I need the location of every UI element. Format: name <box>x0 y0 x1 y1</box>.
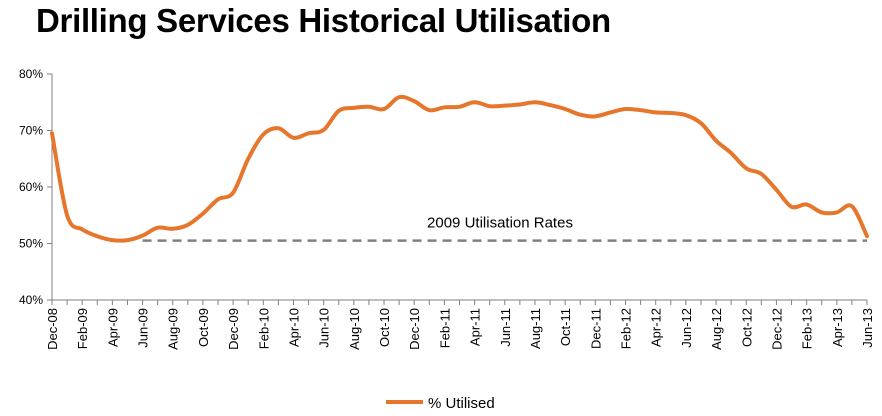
x-tick-label: Oct-10 <box>377 308 392 347</box>
x-tick-label: Jun-09 <box>136 308 151 348</box>
x-tick-label: Jun-11 <box>498 308 513 347</box>
x-tick-label: Jun-12 <box>679 308 694 348</box>
x-tick-label: Aug-11 <box>528 308 543 349</box>
x-tick-label: Apr-09 <box>105 308 120 347</box>
legend-label: % Utilised <box>428 395 495 412</box>
x-tick-label: Feb-09 <box>75 308 90 349</box>
x-tick-label: Apr-12 <box>649 308 664 347</box>
y-tick-label: 70% <box>19 124 43 138</box>
reference-line-group: 2009 Utilisation Rates <box>142 215 867 242</box>
series-group <box>50 94 869 243</box>
x-tick-label: Jun-13 <box>860 308 875 348</box>
x-tick-label: Dec-09 <box>226 308 241 350</box>
x-tick-label: Apr-10 <box>286 308 301 347</box>
x-tick-label: Aug-12 <box>709 308 724 350</box>
x-tick-label: Feb-10 <box>256 308 271 349</box>
x-tick-label: Feb-11 <box>437 308 452 348</box>
legend: % Utilised <box>386 395 495 412</box>
x-tick-label: Oct-11 <box>558 308 573 346</box>
x-tick-label: Oct-12 <box>739 308 754 347</box>
series-line <box>50 94 869 243</box>
reference-line-label: 2009 Utilisation Rates <box>427 215 573 232</box>
x-tick-label: Aug-09 <box>166 308 181 350</box>
x-tick-label: Apr-13 <box>830 308 845 347</box>
chart-axes: 40% 50% 60% 70% 80% Dec-08 Feb-09 Apr-09 Jun-09 A… <box>19 67 875 350</box>
x-tick-label: Apr-11 <box>468 308 483 346</box>
x-tick-label: Oct-09 <box>196 308 211 347</box>
y-tick-label: 80% <box>19 67 43 81</box>
y-tick-label: 60% <box>19 180 43 194</box>
x-tick-label: Jun-10 <box>317 308 332 348</box>
x-tick-label: Feb-12 <box>619 308 634 349</box>
x-tick-label: Feb-13 <box>800 308 815 349</box>
y-tick-label: 40% <box>19 293 43 307</box>
y-tick-label: 50% <box>19 237 43 251</box>
x-tick-label: Dec-10 <box>407 308 422 350</box>
x-tick-label: Dec-08 <box>45 308 60 350</box>
chart-title: Drilling Services Historical Utilisation <box>36 2 611 39</box>
x-tick-label: Dec-12 <box>769 308 784 350</box>
x-tick-label: Aug-10 <box>347 308 362 350</box>
x-tick-label: Dec-11 <box>588 308 603 349</box>
